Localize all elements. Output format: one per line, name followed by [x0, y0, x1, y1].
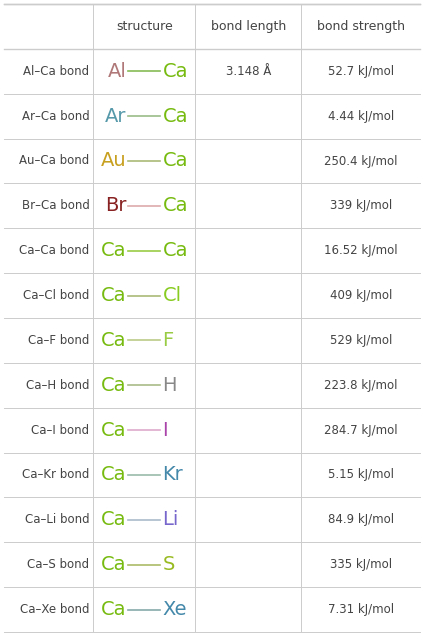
- Text: Ca: Ca: [101, 510, 126, 529]
- Text: 3.148 Å: 3.148 Å: [226, 65, 271, 78]
- Text: 529 kJ/mol: 529 kJ/mol: [329, 334, 392, 347]
- Text: 339 kJ/mol: 339 kJ/mol: [329, 199, 392, 212]
- Text: Cl: Cl: [162, 286, 181, 305]
- Text: 5.15 kJ/mol: 5.15 kJ/mol: [328, 469, 394, 481]
- Text: Ca: Ca: [101, 331, 126, 350]
- Text: 84.9 kJ/mol: 84.9 kJ/mol: [328, 513, 394, 527]
- Text: S: S: [162, 555, 175, 574]
- Text: bond strength: bond strength: [317, 20, 405, 33]
- Text: structure: structure: [116, 20, 173, 33]
- Text: Xe: Xe: [162, 600, 187, 619]
- Text: Ca–H bond: Ca–H bond: [26, 379, 89, 392]
- Text: 52.7 kJ/mol: 52.7 kJ/mol: [328, 65, 394, 78]
- Text: Ar: Ar: [105, 107, 126, 126]
- Text: I: I: [162, 420, 168, 439]
- Text: Ca: Ca: [162, 62, 188, 81]
- Text: 223.8 kJ/mol: 223.8 kJ/mol: [324, 379, 397, 392]
- Text: 409 kJ/mol: 409 kJ/mol: [329, 289, 392, 302]
- Text: 335 kJ/mol: 335 kJ/mol: [329, 558, 392, 571]
- Text: Ca: Ca: [101, 286, 126, 305]
- Text: Ca–Ca bond: Ca–Ca bond: [19, 244, 89, 257]
- Text: Ca: Ca: [162, 197, 188, 216]
- Text: Ca–Kr bond: Ca–Kr bond: [22, 469, 89, 481]
- Text: Au–Ca bond: Au–Ca bond: [19, 155, 89, 167]
- Text: Au: Au: [101, 151, 126, 170]
- Text: Ca–I bond: Ca–I bond: [31, 424, 89, 437]
- Text: Li: Li: [162, 510, 179, 529]
- Text: Ca: Ca: [162, 241, 188, 260]
- Text: Ar–Ca bond: Ar–Ca bond: [22, 109, 89, 123]
- Text: bond length: bond length: [211, 20, 286, 33]
- Text: Ca: Ca: [101, 241, 126, 260]
- Text: Ca–Xe bond: Ca–Xe bond: [20, 603, 89, 616]
- Text: Ca–Cl bond: Ca–Cl bond: [23, 289, 89, 302]
- Text: 4.44 kJ/mol: 4.44 kJ/mol: [328, 109, 394, 123]
- Text: Ca: Ca: [101, 600, 126, 619]
- Text: Br: Br: [105, 197, 126, 216]
- Text: 7.31 kJ/mol: 7.31 kJ/mol: [328, 603, 394, 616]
- Text: Ca: Ca: [101, 555, 126, 574]
- Text: 284.7 kJ/mol: 284.7 kJ/mol: [324, 424, 398, 437]
- Text: Ca–S bond: Ca–S bond: [27, 558, 89, 571]
- Text: Ca: Ca: [101, 376, 126, 395]
- Text: Ca: Ca: [162, 107, 188, 126]
- Text: F: F: [162, 331, 174, 350]
- Text: 250.4 kJ/mol: 250.4 kJ/mol: [324, 155, 397, 167]
- Text: Ca–Li bond: Ca–Li bond: [25, 513, 89, 527]
- Text: H: H: [162, 376, 177, 395]
- Text: 16.52 kJ/mol: 16.52 kJ/mol: [324, 244, 398, 257]
- Text: Br–Ca bond: Br–Ca bond: [22, 199, 89, 212]
- Text: Kr: Kr: [162, 466, 183, 485]
- Text: Al: Al: [108, 62, 126, 81]
- Text: Ca: Ca: [101, 420, 126, 439]
- Text: Ca–F bond: Ca–F bond: [28, 334, 89, 347]
- Text: Ca: Ca: [101, 466, 126, 485]
- Text: Al–Ca bond: Al–Ca bond: [23, 65, 89, 78]
- Text: Ca: Ca: [162, 151, 188, 170]
